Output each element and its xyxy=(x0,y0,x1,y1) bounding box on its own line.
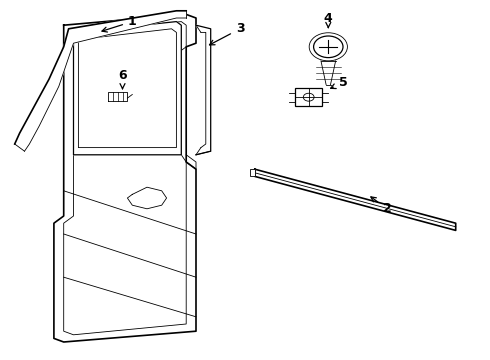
Text: 1: 1 xyxy=(102,15,137,32)
Polygon shape xyxy=(250,169,255,176)
Polygon shape xyxy=(255,169,456,230)
Text: 4: 4 xyxy=(324,12,333,28)
Polygon shape xyxy=(108,92,127,101)
Polygon shape xyxy=(15,11,186,151)
Polygon shape xyxy=(196,25,211,32)
Polygon shape xyxy=(74,22,181,155)
Text: 5: 5 xyxy=(331,76,347,89)
Text: 2: 2 xyxy=(371,197,392,215)
Polygon shape xyxy=(54,14,196,342)
FancyBboxPatch shape xyxy=(295,88,322,106)
Text: 3: 3 xyxy=(210,22,245,45)
Text: 6: 6 xyxy=(118,69,127,89)
Circle shape xyxy=(314,36,343,58)
